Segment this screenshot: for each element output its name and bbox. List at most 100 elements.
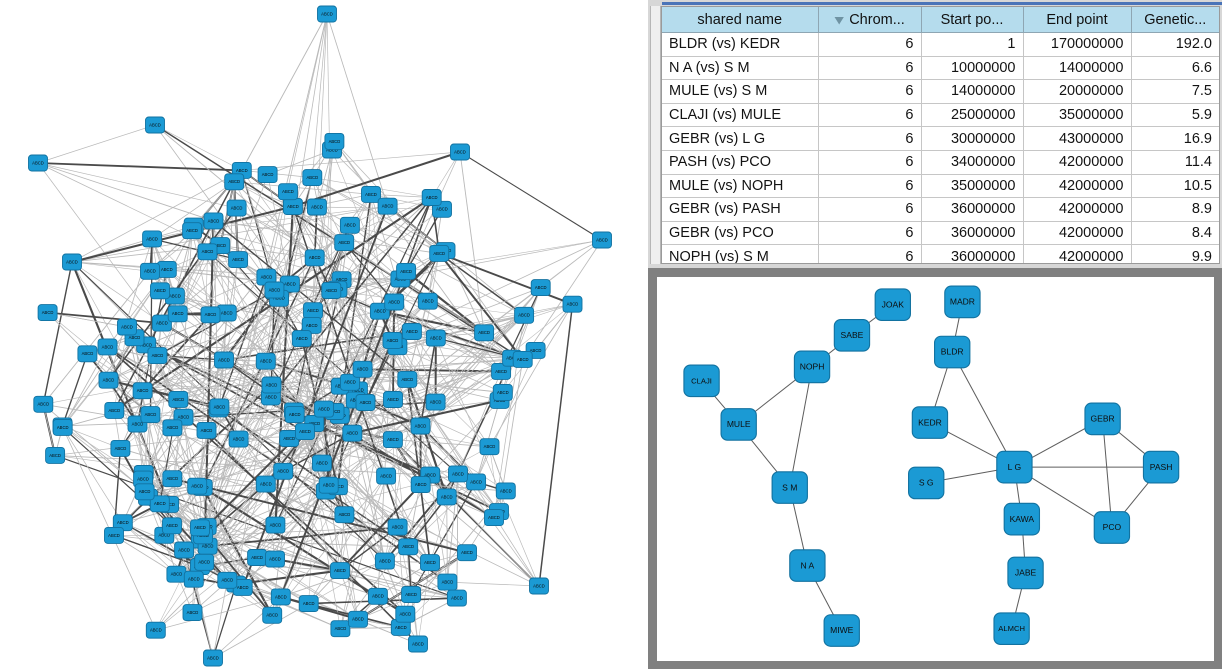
cell-shared_name[interactable]: N A (vs) S M: [662, 56, 819, 81]
main-network-edge[interactable]: [212, 603, 309, 659]
main-network-edge[interactable]: [429, 475, 448, 583]
main-network-edge[interactable]: [177, 313, 220, 408]
table-row[interactable]: N A (vs) S M 6 10000000 14000000 6.6: [662, 56, 1219, 81]
main-network-edge[interactable]: [438, 252, 524, 361]
main-network-edge[interactable]: [280, 595, 359, 621]
table-row[interactable]: MULE (vs) NOPH 6 35000000 42000000 10.5: [662, 174, 1219, 199]
main-network-edge[interactable]: [233, 181, 316, 259]
edge-attribute-table[interactable]: shared name Chrom... Start po... End point G…: [662, 7, 1219, 263]
main-network-edge[interactable]: [311, 325, 393, 341]
main-network-edge[interactable]: [271, 357, 513, 386]
main-network-edge[interactable]: [274, 289, 394, 440]
main-network-edge[interactable]: [54, 454, 458, 599]
main-network-edge[interactable]: [207, 283, 291, 547]
cell-chromosome[interactable]: 6: [818, 32, 922, 57]
cell-start_point[interactable]: 36000000: [921, 244, 1024, 263]
main-network-node[interactable]: [162, 470, 183, 488]
main-network-edge[interactable]: [107, 346, 138, 425]
main-network-edge[interactable]: [326, 13, 389, 207]
main-network-edge[interactable]: [108, 238, 153, 381]
main-network-node[interactable]: [145, 116, 165, 134]
main-network-edge[interactable]: [159, 230, 193, 291]
cell-shared_name[interactable]: CLAJI (vs) MULE: [662, 103, 819, 128]
main-network-node[interactable]: [397, 370, 418, 388]
main-network-node[interactable]: [374, 552, 395, 570]
main-network-node[interactable]: [474, 324, 495, 342]
cell-start_point[interactable]: 14000000: [921, 79, 1024, 104]
main-network-node[interactable]: [410, 476, 431, 494]
main-network-edge[interactable]: [207, 251, 459, 475]
main-network-node[interactable]: [226, 199, 247, 217]
main-network-edge[interactable]: [62, 346, 108, 428]
main-network-node[interactable]: [265, 516, 286, 534]
main-network-edge[interactable]: [312, 253, 440, 311]
main-network-node[interactable]: [562, 295, 583, 313]
main-network-edge[interactable]: [223, 298, 280, 361]
main-network-edge[interactable]: [61, 353, 89, 427]
main-network-node[interactable]: [142, 230, 163, 248]
main-network-edge[interactable]: [370, 194, 432, 198]
main-network-edge[interactable]: [256, 557, 359, 620]
main-network-node[interactable]: [228, 430, 249, 448]
cell-genetic[interactable]: 9.9: [1131, 244, 1219, 263]
main-network-edge[interactable]: [37, 162, 214, 222]
main-network-node[interactable]: [217, 571, 238, 589]
sub-network-node[interactable]: JABE: [1007, 556, 1044, 590]
main-network-edge[interactable]: [397, 527, 412, 595]
main-network-node[interactable]: [183, 570, 204, 588]
main-network-edge[interactable]: [114, 399, 179, 411]
main-network-edge[interactable]: [304, 431, 341, 629]
cell-start_point[interactable]: 36000000: [921, 197, 1024, 222]
main-network-edge[interactable]: [144, 430, 207, 493]
main-network-edge[interactable]: [328, 484, 386, 562]
cell-start_point[interactable]: 1: [921, 32, 1024, 57]
main-network-edge[interactable]: [308, 475, 387, 604]
main-network-edge[interactable]: [538, 304, 574, 587]
main-network-node[interactable]: [342, 424, 363, 442]
main-network-node[interactable]: [273, 462, 294, 480]
main-network-edge[interactable]: [392, 439, 448, 498]
sub-network-view[interactable]: CLAJI MULE NOPH SABE JOAK S M N A MIWE MADR BLDR K…: [657, 277, 1214, 661]
main-network-node[interactable]: [367, 587, 388, 605]
main-network-edge[interactable]: [174, 295, 312, 326]
main-network-edge[interactable]: [199, 257, 316, 528]
main-network-node[interactable]: [383, 391, 403, 408]
main-network-edge[interactable]: [191, 230, 211, 315]
main-network-edge[interactable]: [55, 455, 266, 485]
main-network-edge[interactable]: [155, 396, 272, 631]
cell-shared_name[interactable]: BLDR (vs) KEDR: [662, 32, 819, 57]
main-network-node[interactable]: [304, 249, 325, 267]
main-network-node[interactable]: [437, 573, 458, 591]
main-network-node[interactable]: [318, 476, 339, 494]
main-network-edge[interactable]: [316, 206, 401, 280]
main-network-node[interactable]: [382, 331, 403, 349]
main-network-edge[interactable]: [267, 149, 333, 176]
main-network-node[interactable]: [530, 279, 551, 297]
main-network-edge[interactable]: [233, 181, 291, 285]
main-network-edge[interactable]: [435, 314, 525, 403]
main-network-node[interactable]: [384, 293, 405, 311]
main-network-edge[interactable]: [352, 399, 500, 435]
main-network-edge[interactable]: [42, 404, 56, 456]
main-network-edge[interactable]: [212, 583, 237, 659]
main-network-node[interactable]: [295, 423, 315, 441]
main-network-edge[interactable]: [192, 205, 388, 231]
sub-network-node[interactable]: MIWE: [823, 614, 860, 647]
main-network-edge[interactable]: [392, 439, 500, 512]
sub-network-node[interactable]: PCO: [1093, 511, 1131, 544]
main-network-edge[interactable]: [271, 287, 541, 616]
cell-end_point[interactable]: 170000000: [1023, 32, 1132, 57]
main-network-node[interactable]: [324, 132, 345, 150]
main-network-edge[interactable]: [71, 261, 151, 272]
cell-end_point[interactable]: 35000000: [1023, 103, 1132, 128]
main-network-node[interactable]: [425, 393, 446, 411]
table-row[interactable]: BLDR (vs) KEDR 6 1 170000000 192.0: [662, 32, 1219, 57]
main-network-edge[interactable]: [218, 338, 303, 410]
main-network-edge[interactable]: [236, 207, 291, 285]
main-network-edge[interactable]: [267, 174, 291, 285]
main-network-node[interactable]: [97, 338, 118, 356]
main-network-edge[interactable]: [113, 535, 177, 575]
main-network-edge[interactable]: [193, 315, 525, 580]
main-network-edge[interactable]: [219, 331, 413, 408]
main-network-edge[interactable]: [241, 151, 461, 171]
